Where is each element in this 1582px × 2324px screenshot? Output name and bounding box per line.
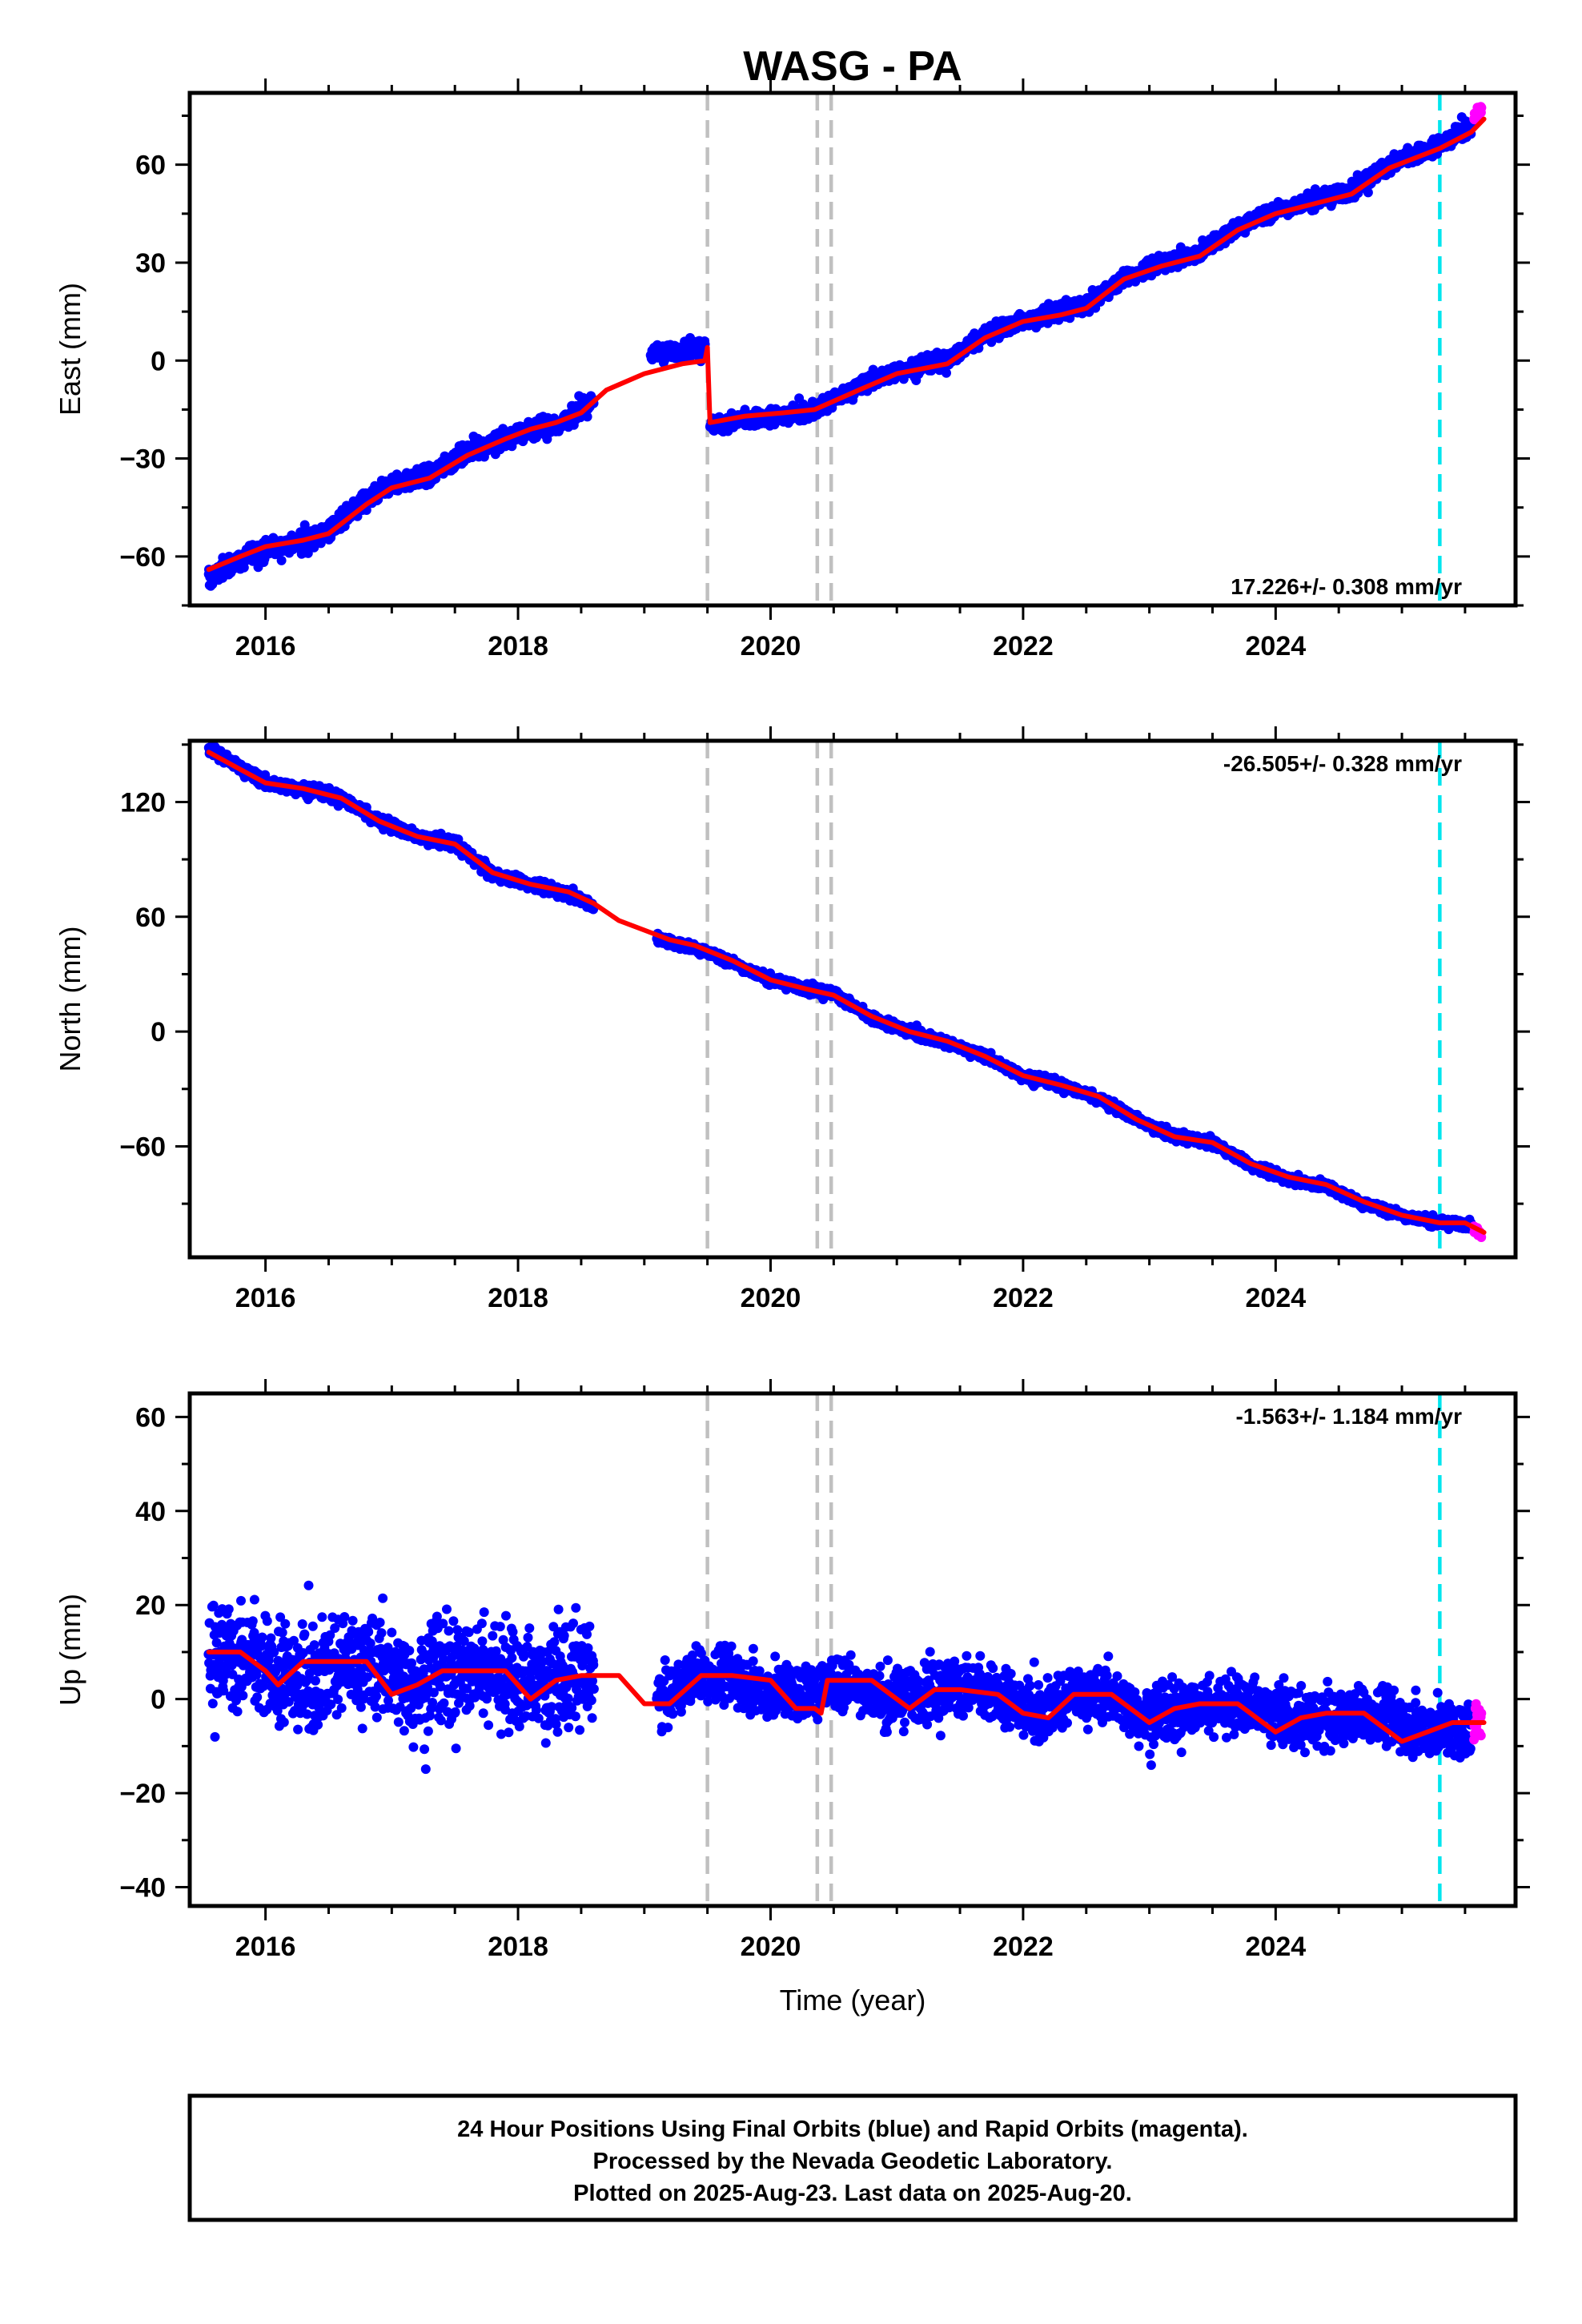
rate-label: 17.226+/- 0.308 mm/yr xyxy=(1231,574,1462,599)
data-point xyxy=(303,548,313,558)
data-point xyxy=(582,412,592,422)
series-points-1 xyxy=(203,742,1476,1235)
x-tick-label: 2020 xyxy=(741,631,801,661)
data-point xyxy=(942,368,951,378)
x-tick-label: 2018 xyxy=(488,631,548,661)
y-axis-label: East (mm) xyxy=(54,283,86,416)
model-line-1 xyxy=(206,345,710,573)
y-tick-label: −60 xyxy=(119,542,166,573)
data-point xyxy=(276,555,287,565)
data-point xyxy=(1476,103,1487,113)
y-tick-label: 30 xyxy=(135,248,166,279)
plot-area xyxy=(203,93,1487,605)
y-tick-label: −30 xyxy=(119,444,166,475)
y-ticks xyxy=(175,115,1530,607)
x-tick-label: 2016 xyxy=(235,631,296,661)
plot-area xyxy=(203,741,1487,1257)
model-line-2 xyxy=(705,116,1487,425)
y-tick-label: 0 xyxy=(151,346,166,376)
x-tick-label: 2022 xyxy=(993,631,1054,661)
y-tick-label: 60 xyxy=(135,151,166,181)
series-points-1 xyxy=(203,112,1476,591)
chart-title: WASG - PA xyxy=(743,43,962,90)
x-tick-label: 2024 xyxy=(1246,631,1307,661)
panels: 2016 2018 2020 2022 2024 −60 −30 0 30 60 East (mm)… xyxy=(54,43,1530,2016)
plot-frame xyxy=(187,90,1518,608)
x-ticks xyxy=(264,78,1467,620)
panel-1: 2016 2018 2020 2022 2024 −60 −30 0 30 60 East (mm)… xyxy=(54,43,1530,661)
series-points-2 xyxy=(1469,102,1487,125)
data-point xyxy=(1363,187,1373,198)
